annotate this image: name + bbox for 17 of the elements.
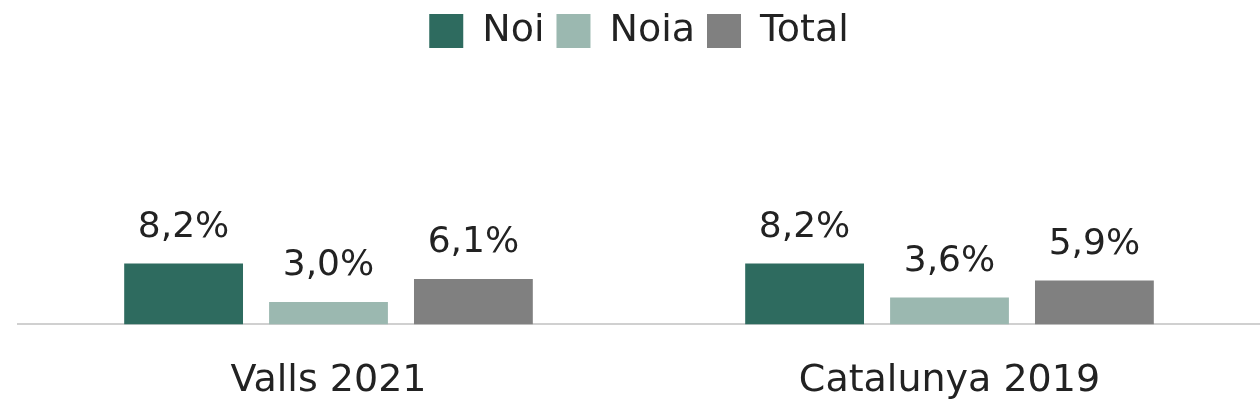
bar: [890, 297, 1009, 325]
bar: [745, 263, 865, 325]
data-label: 3,6%: [903, 237, 996, 279]
x-tick-label: Catalunya 2019: [798, 356, 1101, 401]
data-label: 8,2%: [758, 203, 851, 245]
legend-label: Noi: [482, 5, 545, 50]
bar: [269, 302, 388, 325]
data-label: 8,2%: [137, 203, 230, 245]
data-label: 5,9%: [1048, 220, 1141, 262]
x-tick-label: Valls 2021: [230, 356, 427, 401]
data-label: 3,0%: [282, 242, 375, 284]
legend-label: Noia: [609, 5, 696, 50]
data-label: 6,1%: [427, 219, 520, 261]
bar: [124, 263, 244, 325]
bar: [413, 279, 533, 325]
bar: [1034, 280, 1154, 325]
legend-label: Total: [759, 5, 849, 50]
